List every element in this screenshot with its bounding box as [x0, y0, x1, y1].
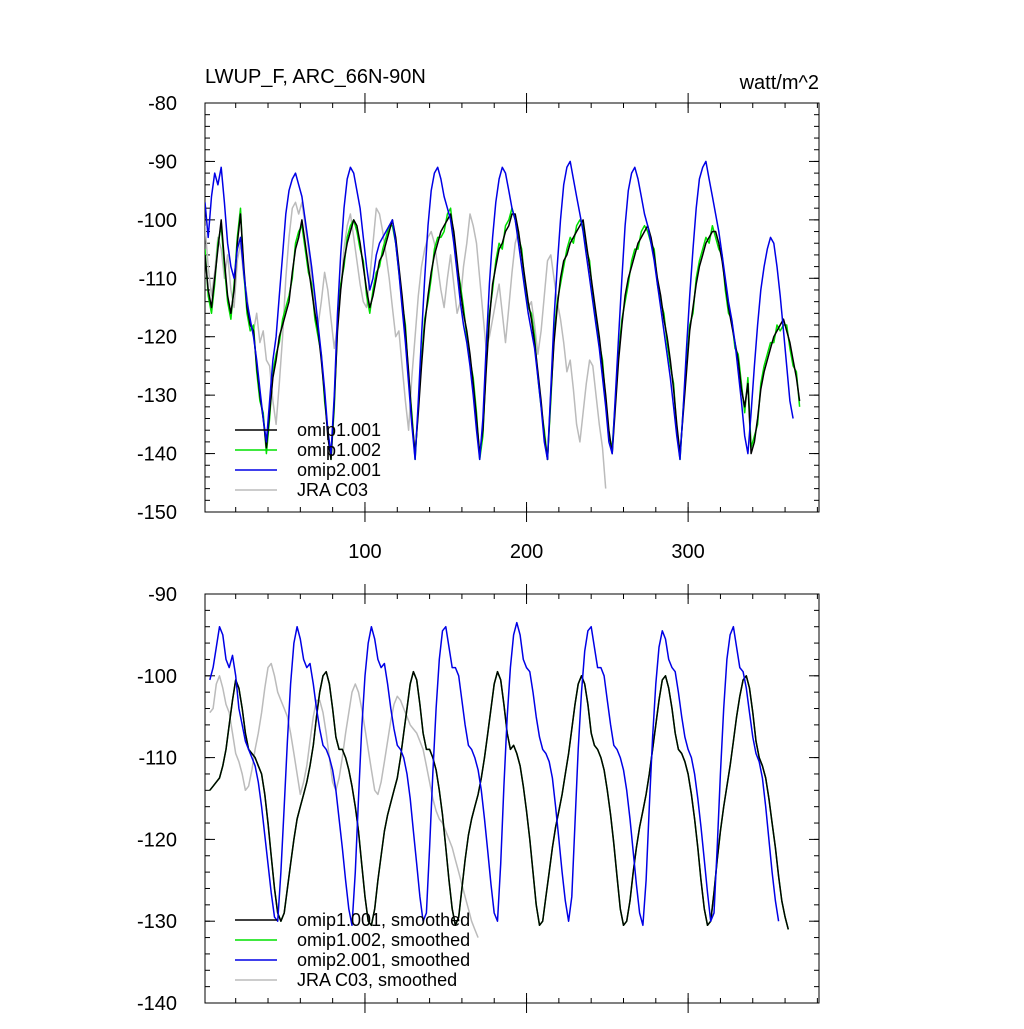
x-tick-label: 100 [348, 541, 381, 563]
y-tick-label: -100 [137, 666, 177, 688]
series-line-omip1-001 [205, 213, 801, 461]
legend-label: omip2.001, smoothed [297, 950, 470, 970]
chart-units: watt/m^2 [739, 72, 819, 94]
series-line-omip1-002 [205, 207, 801, 461]
series-line-omip2-001 [205, 160, 794, 461]
y-tick-label: -110 [138, 268, 177, 290]
legend-label: omip1.002, smoothed [297, 930, 470, 950]
series-line-omip2-001-smoothed [209, 621, 780, 927]
y-tick-label: -90 [148, 151, 177, 173]
series-line-jra-c03-smoothed [209, 662, 479, 938]
legend-label: omip1.002 [297, 440, 381, 460]
y-tick-label: -140 [137, 993, 177, 1015]
y-tick-label: -140 [137, 444, 177, 466]
plot-frame [204, 593, 820, 1004]
top-panel: -80 -90 -100 -110 -120 -130 -140 -150 100 200 300 L… [137, 66, 820, 563]
legend-label: JRA C03 [297, 480, 368, 500]
x-tick-label: 300 [671, 541, 704, 563]
y-tick-label: -150 [137, 502, 177, 524]
plot-frame [204, 102, 820, 513]
y-tick-label: -120 [137, 829, 177, 851]
y-tick-label: -120 [137, 327, 177, 349]
x-tick-label: 200 [510, 541, 543, 563]
bottom-panel: -90 -100 -110 -120 -130 -140 omip1.001, smooth… [137, 584, 820, 1015]
y-tick-label: -100 [137, 210, 177, 232]
series-line-omip1-001-smoothed [209, 670, 790, 930]
chart-title: LWUP_F, ARC_66N-90N [205, 66, 426, 88]
y-tick-label: -130 [137, 385, 177, 407]
y-tick-label: -90 [148, 584, 177, 606]
legend-label: omip1.001, smoothed [297, 910, 470, 930]
y-tick-label: -130 [137, 911, 177, 933]
legend-label: omip2.001 [297, 460, 381, 480]
y-tick-label: -80 [148, 93, 177, 115]
y-tick-label: -110 [138, 748, 177, 770]
legend-label: JRA C03, smoothed [297, 970, 457, 990]
legend-label: omip1.001 [297, 420, 381, 440]
